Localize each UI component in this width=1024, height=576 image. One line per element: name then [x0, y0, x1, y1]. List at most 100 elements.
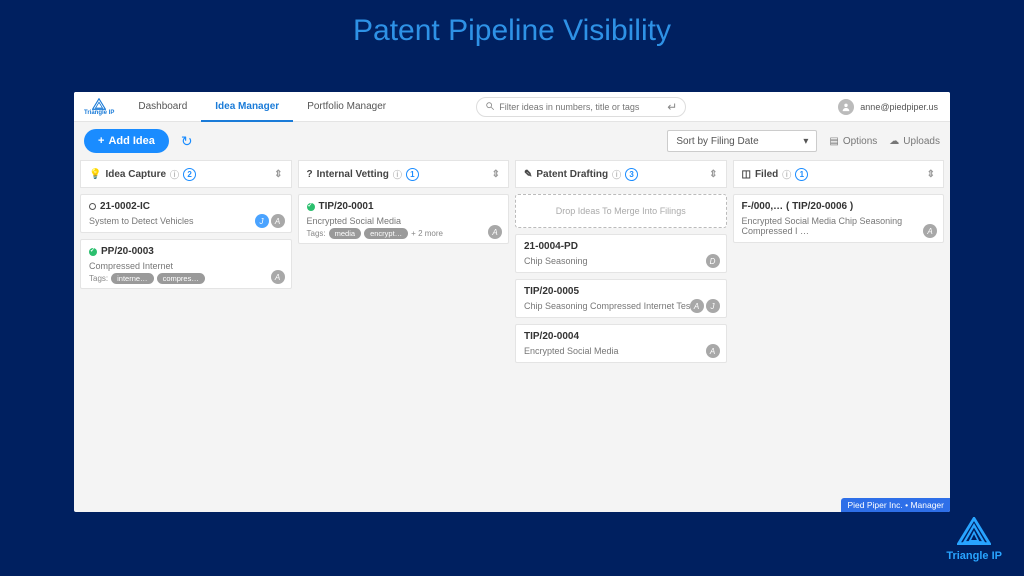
- options-icon: ▤: [829, 136, 838, 147]
- column-title: Patent Drafting: [536, 169, 608, 180]
- sort-handle-icon[interactable]: ⇕: [492, 169, 500, 180]
- slide-title: Patent Pipeline Visibility: [0, 0, 1024, 54]
- card-avatars: A: [271, 270, 285, 284]
- column-count: 1: [795, 168, 808, 181]
- avatar: A: [923, 224, 937, 238]
- app-window: Triangle IP Dashboard Idea Manager Portf…: [74, 92, 950, 512]
- column-internal-vetting: ? Internal Vetting ⓘ 1 ⇕ TIP/20-0001 Enc…: [298, 160, 510, 512]
- info-icon[interactable]: ⓘ: [612, 168, 621, 181]
- info-icon[interactable]: ⓘ: [393, 168, 402, 181]
- avatar: A: [271, 270, 285, 284]
- column-count: 3: [625, 168, 638, 181]
- card-id: TIP/20-0001: [319, 201, 374, 212]
- card-avatars: J A: [255, 214, 285, 228]
- card-subtitle: Chip Seasoning Compressed Internet Test: [524, 301, 718, 311]
- card-id: TIP/20-0004: [524, 331, 579, 342]
- refresh-icon[interactable]: ↻: [181, 133, 193, 150]
- info-icon[interactable]: ⓘ: [782, 168, 791, 181]
- card-avatars: A: [488, 225, 502, 239]
- uploads-label: Uploads: [903, 136, 940, 147]
- idea-card[interactable]: TIP/20-0001 Encrypted Social Media Tags:…: [298, 194, 510, 244]
- avatar: A: [488, 225, 502, 239]
- idea-card[interactable]: TIP/20-0004 Encrypted Social Media A: [515, 324, 727, 363]
- tag[interactable]: media: [329, 228, 361, 239]
- avatar: A: [271, 214, 285, 228]
- sort-label: Sort by Filing Date: [676, 136, 758, 147]
- merge-dropzone[interactable]: Drop Ideas To Merge Into Filings: [515, 194, 727, 228]
- card-id: F-/000,… ( TIP/20-0006 ): [742, 201, 854, 212]
- column-header[interactable]: 💡 Idea Capture ⓘ 2 ⇕: [80, 160, 292, 188]
- tags-label: Tags:: [307, 229, 326, 238]
- sort-handle-icon[interactable]: ⇕: [709, 169, 717, 180]
- search-input[interactable]: [499, 102, 667, 112]
- column-title: Idea Capture: [105, 169, 166, 180]
- kanban-board: 💡 Idea Capture ⓘ 2 ⇕ 21-0002-IC System t…: [74, 160, 950, 512]
- idea-card[interactable]: 21-0002-IC System to Detect Vehicles J A: [80, 194, 292, 233]
- avatar: D: [706, 254, 720, 268]
- lightbulb-icon: 💡: [89, 169, 101, 180]
- card-id: PP/20-0003: [101, 246, 154, 257]
- add-idea-button[interactable]: + Add Idea: [84, 129, 169, 153]
- sort-handle-icon[interactable]: ⇕: [274, 169, 282, 180]
- brand-logo[interactable]: Triangle IP: [74, 98, 124, 116]
- user-email: anne@piedpiper.us: [860, 102, 938, 112]
- card-tags: Tags: interne… compres…: [89, 273, 283, 284]
- idea-card[interactable]: TIP/20-0005 Chip Seasoning Compressed In…: [515, 279, 727, 318]
- info-icon[interactable]: ⓘ: [170, 168, 179, 181]
- column-header[interactable]: ? Internal Vetting ⓘ 1 ⇕: [298, 160, 510, 188]
- card-id: 21-0004-PD: [524, 241, 578, 252]
- column-header[interactable]: ◫ Filed ⓘ 1 ⇕: [733, 160, 945, 188]
- card-subtitle: Chip Seasoning: [524, 256, 718, 266]
- tags-more[interactable]: + 2 more: [411, 229, 443, 238]
- idea-card[interactable]: 21-0004-PD Chip Seasoning D: [515, 234, 727, 273]
- card-subtitle: System to Detect Vehicles: [89, 216, 283, 226]
- plus-icon: +: [98, 135, 104, 147]
- chevron-down-icon: ▾: [803, 136, 808, 147]
- column-filed: ◫ Filed ⓘ 1 ⇕ F-/000,… ( TIP/20-0006 ) E…: [733, 160, 945, 512]
- question-icon: ?: [307, 169, 313, 180]
- add-idea-label: Add Idea: [108, 135, 154, 147]
- user-avatar-icon: [838, 99, 854, 115]
- search-box[interactable]: ↵: [476, 97, 686, 117]
- triangle-logo-icon: [957, 517, 991, 545]
- avatar: A: [706, 344, 720, 358]
- card-subtitle: Compressed Internet: [89, 261, 283, 271]
- idea-card[interactable]: F-/000,… ( TIP/20-0006 ) Encrypted Socia…: [733, 194, 945, 243]
- slide-brand-logo: Triangle IP: [946, 517, 1002, 562]
- enter-icon: ↵: [667, 100, 677, 114]
- avatar: J: [706, 299, 720, 313]
- card-subtitle: Encrypted Social Media: [307, 216, 501, 226]
- upload-icon: ☁: [889, 136, 899, 147]
- card-subtitle: Encrypted Social Media Chip Seasoning Co…: [742, 216, 936, 236]
- inbox-icon: ◫: [742, 169, 751, 180]
- card-avatars: A J: [690, 299, 720, 313]
- sort-dropdown[interactable]: Sort by Filing Date ▾: [667, 130, 817, 152]
- tags-label: Tags:: [89, 274, 108, 283]
- card-avatars: D: [706, 254, 720, 268]
- card-id: 21-0002-IC: [100, 201, 150, 212]
- options-label: Options: [843, 136, 877, 147]
- card-subtitle: Encrypted Social Media: [524, 346, 718, 356]
- card-tags: Tags: media encrypt… + 2 more: [307, 228, 501, 239]
- tag[interactable]: compres…: [157, 273, 205, 284]
- user-menu[interactable]: anne@piedpiper.us: [826, 99, 950, 115]
- card-avatars: A: [706, 344, 720, 358]
- column-count: 2: [183, 168, 196, 181]
- tag[interactable]: encrypt…: [364, 228, 408, 239]
- toolbar: + Add Idea ↻ Sort by Filing Date ▾ ▤ Opt…: [74, 122, 950, 160]
- edit-icon: ✎: [524, 169, 532, 180]
- status-ok-icon: [89, 248, 97, 256]
- options-button[interactable]: ▤ Options: [829, 136, 877, 147]
- column-header[interactable]: ✎ Patent Drafting ⓘ 3 ⇕: [515, 160, 727, 188]
- tag[interactable]: interne…: [111, 273, 153, 284]
- idea-card[interactable]: PP/20-0003 Compressed Internet Tags: int…: [80, 239, 292, 289]
- tab-portfolio-manager[interactable]: Portfolio Manager: [293, 92, 400, 122]
- uploads-button[interactable]: ☁ Uploads: [889, 136, 940, 147]
- sort-handle-icon[interactable]: ⇕: [927, 169, 935, 180]
- column-idea-capture: 💡 Idea Capture ⓘ 2 ⇕ 21-0002-IC System t…: [80, 160, 292, 512]
- tab-dashboard[interactable]: Dashboard: [124, 92, 201, 122]
- tab-idea-manager[interactable]: Idea Manager: [201, 92, 293, 122]
- triangle-logo-icon: [92, 98, 106, 110]
- search-icon: [485, 101, 495, 113]
- org-role-badge[interactable]: Pied Piper Inc. • Manager: [841, 498, 950, 512]
